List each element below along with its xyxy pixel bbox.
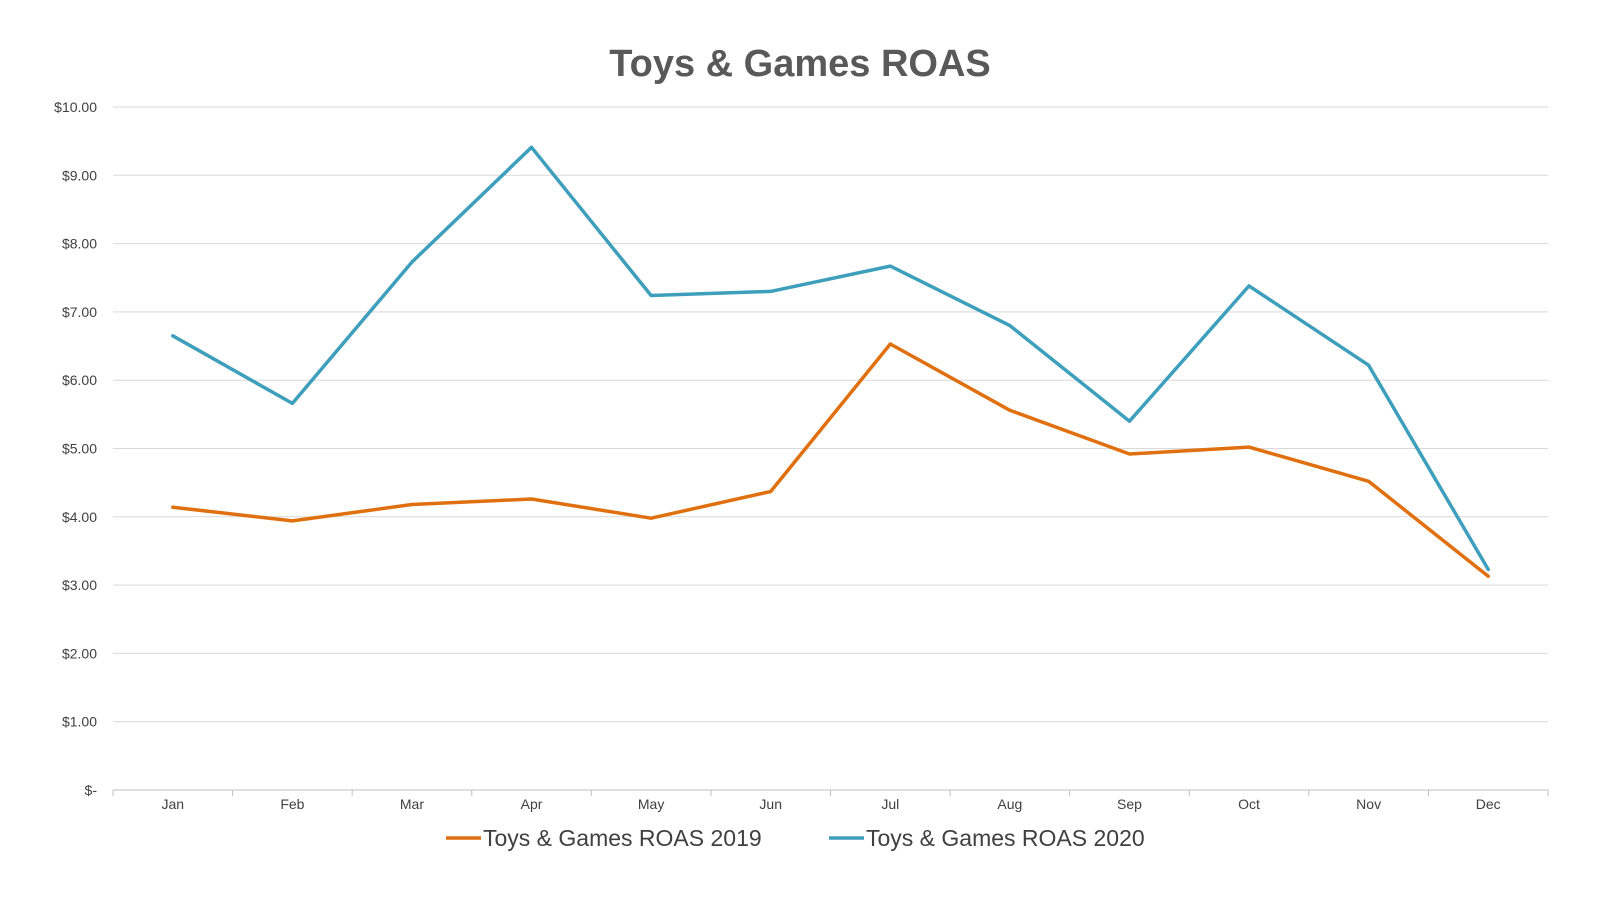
series-line-0 — [171, 342, 1490, 578]
y-tick-label: $10.00 — [54, 99, 97, 115]
data-point — [769, 289, 773, 293]
x-tick-label: Aug — [997, 796, 1022, 812]
data-point — [530, 497, 533, 501]
data-point — [1486, 567, 1490, 571]
y-tick-label: $2.00 — [62, 645, 97, 661]
x-tick-label: Nov — [1356, 796, 1381, 812]
chart-title: Toys & Games ROAS — [609, 43, 991, 85]
data-point — [171, 505, 175, 509]
x-tick-label: Oct — [1238, 796, 1260, 812]
data-point — [1486, 574, 1490, 578]
data-point — [410, 503, 414, 506]
y-tick-label: $- — [85, 782, 98, 798]
series-line-1 — [171, 145, 1490, 572]
gridlines — [113, 106, 1548, 723]
x-tick-label: Jun — [759, 796, 782, 812]
x-axis: Jan Feb Mar Apr May Jun Jul Aug Sep Oct Nov Dec — [112, 789, 1549, 812]
data-point — [649, 516, 653, 520]
data-point — [290, 401, 294, 405]
y-tick-label: $3.00 — [62, 577, 97, 593]
x-tick-label: Feb — [280, 796, 304, 812]
data-point — [1247, 445, 1251, 449]
x-tick-label: Jan — [162, 796, 185, 812]
data-point — [1008, 408, 1012, 412]
data-point — [290, 519, 294, 523]
x-tick-label: Jul — [881, 796, 899, 812]
y-tick-label: $7.00 — [62, 304, 97, 320]
data-point — [649, 294, 653, 297]
data-point — [171, 334, 175, 338]
data-point — [888, 264, 892, 268]
x-tick-label: Apr — [521, 796, 543, 812]
y-tick-label: $5.00 — [62, 441, 97, 457]
x-tick-label: Mar — [400, 796, 424, 812]
y-tick-label: $4.00 — [62, 509, 97, 525]
y-tick-label: $9.00 — [62, 167, 97, 183]
y-tick-label: $6.00 — [62, 372, 97, 388]
legend-label: Toys & Games ROAS 2020 — [866, 825, 1145, 851]
data-point — [1008, 324, 1012, 328]
data-point — [1128, 452, 1131, 456]
legend-label: Toys & Games ROAS 2019 — [483, 825, 762, 851]
data-point — [1247, 284, 1251, 288]
data-point — [888, 342, 892, 346]
legend: Toys & Games ROAS 2019 Toys & Games ROAS … — [446, 825, 1145, 851]
data-point — [1367, 479, 1371, 483]
y-axis-ticks: $- $1.00 $2.00 $3.00 $4.00 $5.00 $6.00 $7.00 $8.… — [54, 99, 97, 798]
y-tick-label: $1.00 — [62, 714, 97, 730]
x-tick-label: May — [638, 796, 664, 812]
legend-item-1: Toys & Games ROAS 2020 — [829, 825, 1145, 851]
data-point — [1128, 419, 1131, 423]
x-tick-label: Sep — [1117, 796, 1142, 812]
data-point — [530, 145, 533, 149]
data-point — [769, 490, 773, 493]
legend-item-0: Toys & Games ROAS 2019 — [446, 825, 762, 851]
y-tick-label: $8.00 — [62, 236, 97, 252]
series-lines — [171, 145, 1490, 578]
x-tick-label: Dec — [1476, 796, 1501, 812]
data-point — [410, 260, 414, 264]
data-point — [1367, 363, 1371, 367]
